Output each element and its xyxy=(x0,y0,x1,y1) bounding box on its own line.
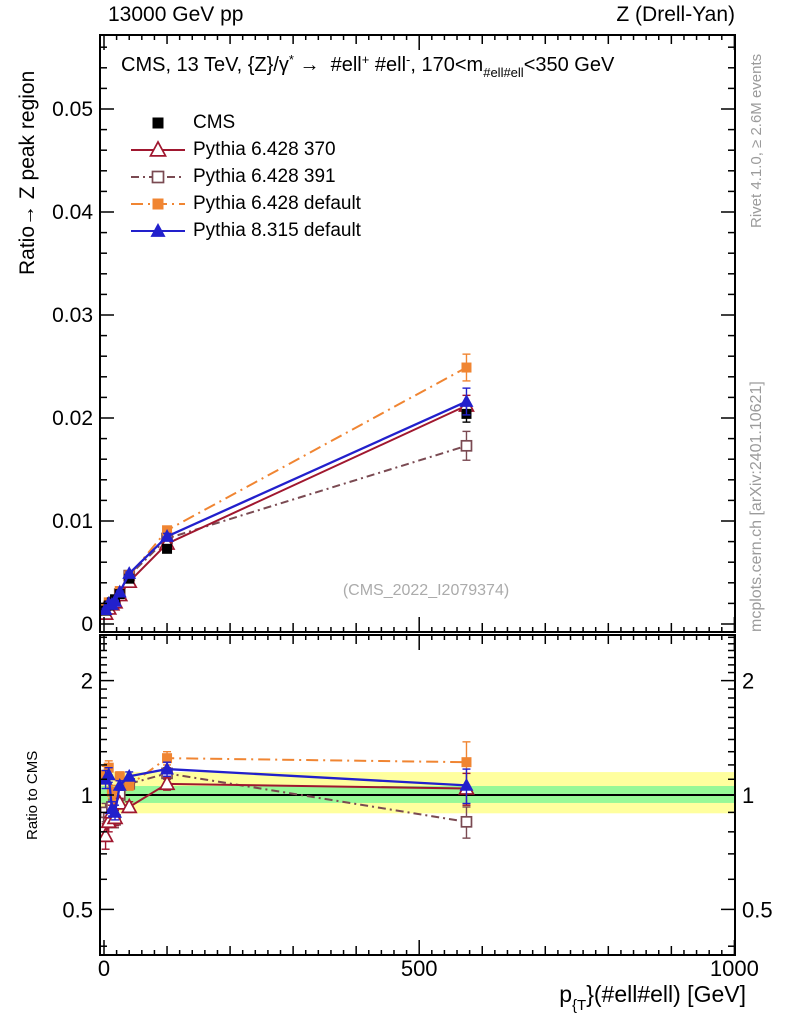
legend-label: Pythia 6.428 370 xyxy=(193,138,336,160)
legend-label: Pythia 6.428 391 xyxy=(193,165,336,187)
data-point-ratio-pythia-6-428-370 xyxy=(158,774,176,791)
x-axis-title: p{T}(#ell#ell) [GeV] xyxy=(559,981,746,1014)
title-part: , 170<m xyxy=(410,54,484,76)
data-point-ratio-pythia-8-315-default xyxy=(108,804,122,818)
data-point-main-pythia-8-315-default xyxy=(122,566,137,579)
y-axis-label-main: Ratio→ Z peak region xyxy=(16,70,39,275)
beam-energy-label: 13000 GeV pp xyxy=(108,3,244,26)
legend-marker-cms xyxy=(152,117,164,128)
data-point-ratio-pythia-8-315-default xyxy=(112,777,127,791)
legend-marker-pythia-6-428-default xyxy=(131,198,185,209)
y-tick-label-ratio-right: 1 xyxy=(742,783,754,808)
x-title-part: p xyxy=(559,981,572,1007)
legend-marker-pythia-6-428-391 xyxy=(131,170,185,183)
legend-item-cms: CMS xyxy=(130,109,361,136)
legend-item-pythia-6-428-391: Pythia 6.428 391 xyxy=(130,163,361,190)
title-part: #ell xyxy=(369,54,407,76)
x-tick-label: 1000 xyxy=(710,956,759,981)
data-point-ratio-pythia-6-428-default xyxy=(124,780,135,791)
data-point-main-cms xyxy=(162,543,173,554)
y-tick-label-ratio-left: 2 xyxy=(81,669,93,694)
data-point-main-pythia-8-315-default xyxy=(108,593,122,607)
data-point-ratio-pythia-6-428-default xyxy=(162,753,173,764)
data-point-main-pythia-8-315-default xyxy=(112,584,127,598)
data-point-ratio-pythia-6-428-default xyxy=(106,786,117,797)
y-tick-label-ratio-right: 0.5 xyxy=(742,897,773,922)
data-point-ratio-pythia-8-315-default xyxy=(122,768,137,782)
ratio-panel-series xyxy=(100,741,475,850)
data-point-ratio-pythia-6-428-370 xyxy=(100,826,114,843)
y-tick-label-ratio-right: 2 xyxy=(742,669,754,694)
legend-glyph xyxy=(150,222,166,237)
data-point-main-pythia-8-315-default xyxy=(459,394,474,407)
data-point-ratio-pythia-6-428-default xyxy=(114,771,125,782)
legend-marker-pythia-6-428-370 xyxy=(131,139,185,157)
title-sub-mll: #ell#ell xyxy=(483,65,524,80)
legend-glyph xyxy=(149,139,167,157)
rivet-version-note: Rivet 4.1.0, ≥ 2.6M events xyxy=(748,53,765,228)
title-part: <350 GeV xyxy=(523,54,615,76)
data-point-ratio-pythia-8-315-default xyxy=(101,767,116,781)
process-label: Z (Drell-Yan) xyxy=(616,3,735,26)
analysis-title: CMS, 13 TeV, {Z}/γ* → #ell+ #ell-, 170<m… xyxy=(121,52,614,80)
legend-item-pythia-6-428-default: Pythia 6.428 default xyxy=(130,190,361,217)
legend-label: Pythia 6.428 default xyxy=(193,192,361,214)
y-tick-label-main: 0.05 xyxy=(52,98,93,121)
title-sup-minus: - xyxy=(406,52,411,67)
data-point-main-pythia-6-428-391 xyxy=(460,439,473,452)
legend-glyph xyxy=(152,117,164,128)
title-part: → #ell xyxy=(293,54,362,76)
legend-item-pythia-8-315-default: Pythia 8.315 default xyxy=(130,217,361,244)
y-tick-label-ratio-left: 0.5 xyxy=(62,897,93,922)
legend: CMS Pythia 6.428 370 Pythia 6.428 391 Pythi… xyxy=(130,109,361,244)
legend-glyph xyxy=(152,198,164,209)
y-axis-label-ratio: Ratio to CMS xyxy=(24,750,41,840)
data-point-ratio-pythia-8-315-default xyxy=(459,777,474,791)
data-point-ratio-pythia-6-428-391 xyxy=(460,815,473,828)
data-point-main-pythia-8-315-default xyxy=(160,529,174,542)
data-point-ratio-pythia-8-315-default xyxy=(160,761,174,775)
main-panel-series xyxy=(100,353,475,620)
data-point-ratio-pythia-6-428-370 xyxy=(120,797,138,814)
x-tick-label: 500 xyxy=(401,956,438,981)
legend-label: Pythia 8.315 default xyxy=(193,219,361,241)
y-tick-label-main: 0 xyxy=(81,613,93,636)
legend-marker-pythia-8-315-default xyxy=(131,222,185,237)
title-sup-plus: + xyxy=(361,52,370,67)
y-tick-label-main: 0.01 xyxy=(52,510,93,533)
title-part: CMS, 13 TeV, {Z}/γ xyxy=(121,54,289,76)
y-tick-label-main: 0.04 xyxy=(52,201,93,224)
x-tick-label: 0 xyxy=(98,956,110,981)
data-point-ratio-pythia-6-428-default xyxy=(110,795,121,806)
y-tick-label-main: 0.03 xyxy=(52,304,93,327)
data-point-ratio-pythia-6-428-default xyxy=(461,757,472,768)
title-sup-star: * xyxy=(288,52,294,67)
main-panel-frame xyxy=(99,34,736,633)
legend-label: CMS xyxy=(193,111,236,133)
y-tick-label-main: 0.02 xyxy=(52,407,93,430)
analysis-id-watermark: (CMS_2022_I2079374) xyxy=(342,582,510,599)
data-point-main-pythia-6-428-default xyxy=(461,362,472,373)
x-title-part: }(#ell#ell) [GeV] xyxy=(586,981,746,1007)
x-title-sub: {T xyxy=(572,997,587,1014)
legend-glyph xyxy=(151,170,165,183)
legend-item-pythia-6-428-370: Pythia 6.428 370 xyxy=(130,136,361,163)
y-tick-label-ratio-left: 1 xyxy=(81,783,93,808)
series-line-main-pythia-8-315-default xyxy=(104,400,467,611)
mcplots-reference-note: mcplots.cern.ch [arXiv:2401.10621] xyxy=(748,381,765,632)
